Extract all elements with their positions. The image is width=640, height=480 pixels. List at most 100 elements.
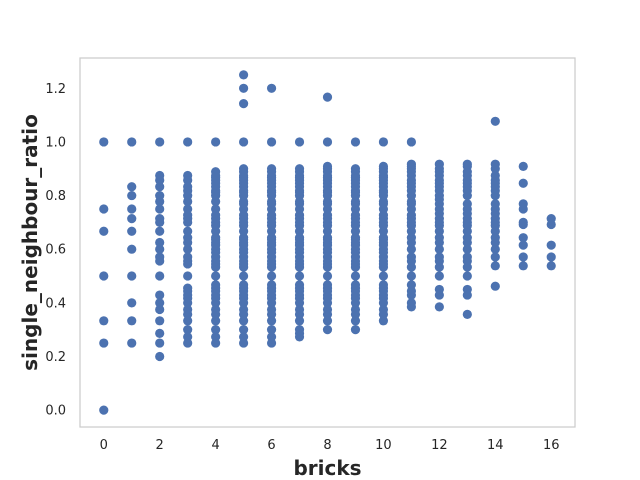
data-point — [127, 137, 137, 147]
data-point — [183, 226, 193, 236]
data-point — [239, 233, 249, 243]
data-point — [127, 338, 137, 348]
data-point — [294, 325, 305, 335]
data-point — [406, 137, 416, 147]
data-point — [490, 281, 500, 291]
data-point — [239, 325, 249, 335]
data-point — [546, 252, 556, 262]
data-point — [294, 164, 305, 174]
data-point — [322, 233, 333, 243]
data-point — [155, 338, 165, 348]
data-point — [239, 98, 249, 109]
data-point — [350, 271, 361, 281]
y-tick-label: 1.0 — [45, 135, 66, 150]
data-point — [406, 233, 416, 243]
x-tick-label: 16 — [543, 438, 560, 453]
data-point — [239, 304, 249, 315]
y-tick-label: 0.8 — [45, 189, 66, 204]
data-point — [183, 316, 193, 326]
data-point — [350, 280, 361, 290]
data-point — [378, 271, 389, 281]
data-point — [155, 252, 165, 262]
data-point — [239, 70, 249, 80]
y-tick-label: 1.2 — [45, 82, 66, 97]
data-point — [322, 161, 333, 171]
data-point — [211, 271, 221, 281]
data-point — [155, 170, 165, 181]
data-point — [406, 159, 416, 169]
data-point — [211, 280, 221, 290]
y-tick-label: 0.4 — [45, 296, 66, 311]
data-point — [127, 214, 137, 224]
data-point — [518, 233, 528, 243]
x-tick-label: 8 — [323, 438, 331, 453]
data-point — [490, 261, 500, 271]
x-tick-label: 12 — [431, 438, 448, 453]
data-point — [350, 325, 361, 335]
x-tick-label: 6 — [267, 438, 275, 453]
data-point — [378, 304, 389, 315]
data-point — [183, 304, 193, 315]
y-tick-label: 0.0 — [45, 404, 66, 419]
data-point — [183, 182, 193, 192]
data-point — [406, 298, 416, 308]
data-point — [350, 137, 361, 147]
data-point — [127, 204, 137, 214]
data-point — [518, 240, 528, 250]
data-point — [490, 199, 500, 209]
data-point — [239, 164, 249, 174]
data-point — [294, 271, 305, 281]
data-point — [155, 237, 165, 248]
x-tick-label: 0 — [100, 438, 108, 453]
x-tick-label: 2 — [156, 438, 164, 453]
data-point — [322, 304, 333, 315]
data-point — [127, 190, 137, 201]
data-point — [518, 217, 528, 227]
x-tick-label: 10 — [375, 438, 392, 453]
data-point — [155, 226, 165, 236]
data-point — [127, 226, 137, 236]
data-point — [155, 304, 165, 315]
data-point — [183, 233, 193, 243]
data-point — [462, 284, 472, 295]
y-axis-label: single_neighbour_ratio — [18, 114, 42, 371]
data-point — [183, 137, 193, 147]
data-point — [183, 283, 193, 293]
data-point — [127, 316, 137, 326]
data-point — [518, 161, 528, 171]
data-point — [211, 167, 221, 177]
data-point — [378, 280, 389, 290]
data-point — [266, 83, 277, 93]
data-point — [378, 161, 389, 171]
data-point — [490, 244, 500, 254]
data-point — [462, 244, 472, 254]
data-point — [155, 204, 165, 214]
data-point — [211, 304, 221, 315]
data-point — [350, 304, 361, 315]
data-point — [490, 116, 500, 126]
data-point — [266, 164, 277, 174]
data-point — [322, 271, 333, 281]
data-point — [155, 182, 165, 192]
data-point — [378, 233, 389, 243]
data-point — [183, 271, 193, 281]
data-point — [155, 328, 165, 339]
data-point — [183, 204, 193, 214]
data-point — [462, 199, 472, 209]
data-point — [211, 332, 221, 342]
data-point — [490, 233, 500, 243]
data-point — [546, 214, 556, 224]
data-point — [434, 284, 444, 295]
data-point — [183, 170, 193, 181]
data-point — [266, 280, 277, 290]
data-point — [322, 137, 333, 147]
y-tick-label: 0.2 — [45, 350, 66, 365]
x-axis-label: bricks — [293, 456, 361, 480]
y-tick-label: 0.6 — [45, 243, 66, 258]
data-point — [266, 316, 277, 326]
data-point — [127, 271, 137, 281]
data-point — [239, 280, 249, 290]
data-point — [239, 271, 249, 281]
data-point — [99, 204, 109, 214]
data-point — [183, 325, 193, 335]
